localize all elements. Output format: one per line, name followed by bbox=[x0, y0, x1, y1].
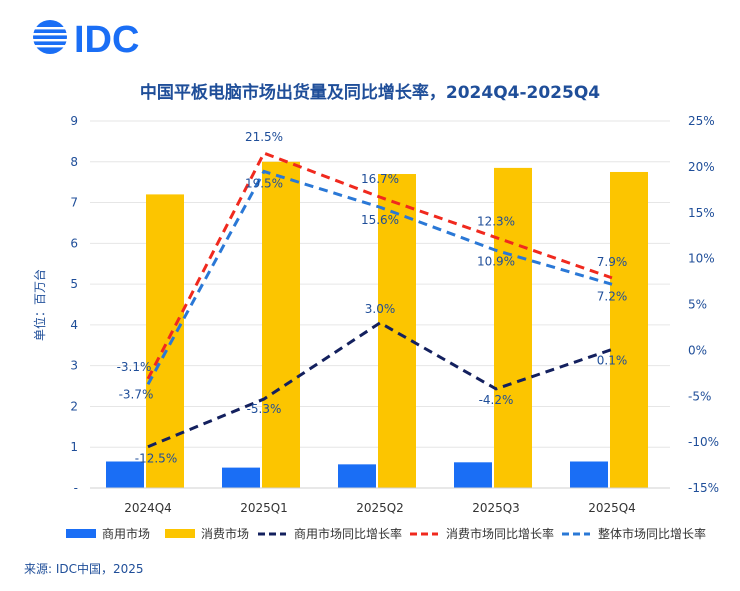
data-label: 15.6% bbox=[361, 213, 399, 227]
idc-logo: IDC bbox=[33, 19, 139, 60]
y-axis-label: 单位：百万台 bbox=[32, 269, 47, 341]
legend-label: 商用市场 bbox=[102, 526, 150, 541]
globe-icon bbox=[33, 20, 67, 54]
data-label: 10.9% bbox=[477, 254, 515, 268]
data-label: -3.7% bbox=[119, 387, 154, 401]
x-tick-label: 2025Q2 bbox=[356, 501, 404, 515]
commercial-bar bbox=[222, 467, 260, 488]
commercial-bar bbox=[454, 462, 492, 488]
data-labels: -12.5% -5.3% 3.0% -4.2% 0.1% -3.1% 21.5% 16.7% 1… bbox=[117, 130, 628, 466]
y2-tick-label: 5% bbox=[688, 298, 707, 312]
legend-label: 整体市场同比增长率 bbox=[598, 526, 706, 541]
x-tick-label: 2025Q1 bbox=[240, 501, 288, 515]
total-growth-line bbox=[146, 169, 613, 386]
axes: - 1 2 3 4 5 6 7 8 9 -15% -10% -5% 0% 5% 10% 15% 20% 25% 202… bbox=[32, 114, 719, 515]
y2-tick-label: 25% bbox=[688, 114, 715, 128]
data-label: -5.3% bbox=[247, 402, 282, 416]
data-label: 7.2% bbox=[597, 289, 628, 303]
y-tick-label: 6 bbox=[70, 236, 78, 250]
data-label: -3.1% bbox=[117, 360, 152, 374]
consumer-bar bbox=[262, 161, 300, 488]
consumer-growth-line bbox=[146, 151, 613, 380]
y2-tick-label: 0% bbox=[688, 343, 707, 357]
commercial-bar bbox=[570, 461, 608, 488]
y-tick-label: 8 bbox=[70, 155, 78, 169]
data-label: -4.2% bbox=[479, 393, 514, 407]
legend-swatch bbox=[165, 529, 195, 538]
y-tick-label: 7 bbox=[70, 196, 78, 210]
commercial-growth-line bbox=[147, 321, 613, 449]
legend: 商用市场 消费市场 商用市场同比增长率 消费市场同比增长率 整体市场同比增长率 bbox=[66, 526, 706, 541]
data-label: 21.5% bbox=[245, 130, 283, 144]
source-note: 来源: IDC中国，2025 bbox=[24, 562, 144, 576]
data-label: 3.0% bbox=[365, 302, 396, 316]
y-tick-label: 4 bbox=[70, 318, 78, 332]
consumer-bar bbox=[494, 167, 532, 488]
y-tick-label: 5 bbox=[70, 277, 78, 291]
legend-label: 消费市场同比增长率 bbox=[446, 526, 554, 541]
y2-tick-label: 10% bbox=[688, 252, 715, 266]
data-label: -12.5% bbox=[135, 452, 177, 466]
y-tick-label: - bbox=[74, 481, 78, 495]
data-label: 7.9% bbox=[597, 255, 628, 269]
consumer-bar bbox=[610, 171, 648, 488]
data-label: 12.3% bbox=[477, 215, 515, 229]
y2-tick-label: -5% bbox=[688, 389, 711, 403]
commercial-bar bbox=[106, 461, 144, 488]
data-label: 19.5% bbox=[245, 176, 283, 190]
legend-label: 消费市场 bbox=[201, 526, 249, 541]
data-label: 16.7% bbox=[361, 172, 399, 186]
bars bbox=[106, 161, 648, 488]
commercial-bar bbox=[338, 464, 376, 488]
data-label: 0.1% bbox=[597, 353, 628, 367]
lines bbox=[146, 151, 613, 449]
x-tick-label: 2025Q3 bbox=[472, 501, 520, 515]
y2-tick-label: 15% bbox=[688, 206, 715, 220]
x-tick-label: 2024Q4 bbox=[124, 501, 172, 515]
chart-title: 中国平板电脑市场出货量及同比增长率，2024Q4-2025Q4 bbox=[139, 83, 601, 103]
y2-tick-label: 20% bbox=[688, 160, 715, 174]
y2-tick-label: -10% bbox=[688, 435, 719, 449]
consumer-bar bbox=[378, 174, 416, 488]
legend-swatch bbox=[66, 529, 96, 538]
legend-label: 商用市场同比增长率 bbox=[294, 526, 402, 541]
y-tick-label: 9 bbox=[70, 114, 78, 128]
y-tick-label: 1 bbox=[70, 440, 78, 454]
y2-tick-label: -15% bbox=[688, 481, 719, 495]
y-tick-label: 3 bbox=[70, 359, 78, 373]
logo-text: IDC bbox=[74, 19, 139, 60]
y-tick-label: 2 bbox=[70, 399, 78, 413]
x-tick-label: 2025Q4 bbox=[588, 501, 636, 515]
